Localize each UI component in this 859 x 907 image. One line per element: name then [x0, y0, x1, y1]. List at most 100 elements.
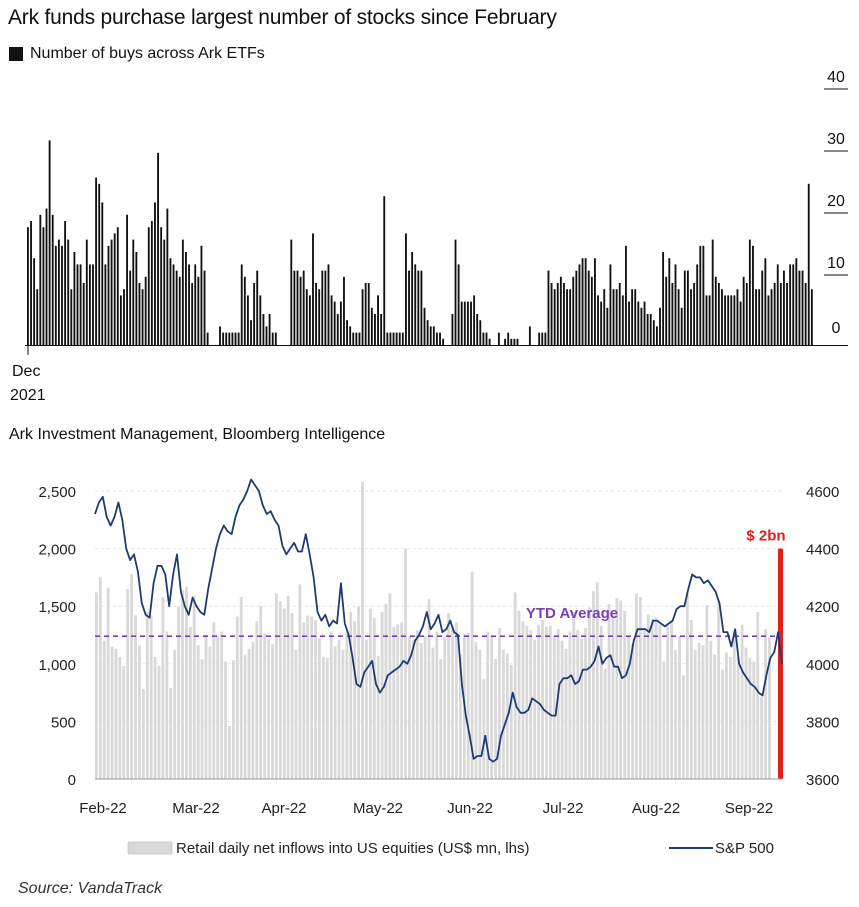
- chart2-bar: [220, 631, 224, 779]
- chart1-bar: [203, 270, 206, 345]
- chart1-bar: [377, 295, 379, 345]
- chart1-bar: [677, 289, 680, 345]
- chart1-bar: [219, 326, 221, 345]
- chart1-legend: Number of buys across Ark ETFs: [9, 45, 265, 63]
- chart2-bar: [98, 577, 102, 779]
- chart2-bar: [267, 638, 271, 779]
- chart1-bar: [699, 245, 702, 345]
- chart1-bar: [696, 264, 699, 345]
- chart1-bar: [423, 307, 426, 345]
- chart2-bar: [408, 636, 411, 779]
- chart2-xtick-label: Apr-22: [261, 800, 306, 817]
- chart2-bar: [102, 640, 106, 779]
- chart1-bar: [36, 289, 39, 345]
- chart1-bar: [259, 295, 262, 345]
- chart2-bar: [396, 624, 400, 779]
- chart1-bar: [708, 295, 711, 345]
- chart1-bar: [312, 233, 314, 345]
- chart1-legend-label: Number of buys across Ark ETFs: [30, 45, 265, 62]
- chart2-bar: [599, 625, 603, 779]
- chart1-bar: [693, 283, 696, 345]
- chart1-bar: [256, 270, 259, 345]
- chart1-bar: [355, 332, 358, 345]
- chart2-bar: [255, 621, 259, 779]
- chart2-bar: [130, 573, 134, 779]
- chart1-bar: [85, 239, 88, 345]
- chart1-bar: [736, 289, 739, 345]
- chart1-bar: [367, 283, 370, 345]
- chart1-bar: [308, 295, 311, 345]
- chart2-bar: [756, 611, 760, 779]
- chart2-bar: [470, 571, 474, 779]
- chart2-bar: [259, 606, 263, 779]
- chart1-bar: [225, 332, 228, 345]
- chart2-bar: [212, 622, 216, 779]
- chart1-bar: [191, 283, 194, 345]
- chart1-bar: [476, 314, 479, 345]
- chart1-bar: [206, 332, 209, 345]
- chart2-bar: [697, 643, 701, 779]
- chart1-bar: [160, 227, 163, 345]
- chart1-bar: [392, 332, 395, 345]
- chart1-bar: [665, 276, 668, 345]
- chart1-bar: [730, 295, 733, 345]
- chart1-bar: [674, 264, 677, 345]
- chart1-bar: [485, 332, 488, 345]
- chart1-bar: [64, 221, 67, 345]
- chart1-bar: [541, 332, 544, 345]
- chart2-bar: [423, 636, 427, 779]
- chart2-bar: [717, 600, 721, 779]
- chart1-bar: [717, 283, 720, 345]
- chart2-bar: [177, 606, 180, 779]
- chart1-bar: [346, 320, 348, 345]
- chart2-ytick-right: 4000: [806, 657, 839, 674]
- chart1-bar: [194, 264, 197, 345]
- chart1-bar: [414, 264, 417, 345]
- chart2-xtick-label: Jul-22: [543, 800, 584, 817]
- chart1-bar: [175, 270, 178, 345]
- chart1-bar: [383, 196, 386, 345]
- chart2-bar: [337, 639, 341, 779]
- chart2-bar: [181, 590, 184, 779]
- chart2-bar: [141, 689, 145, 779]
- chart2-bar: [325, 658, 329, 779]
- chart1-bar: [401, 332, 404, 345]
- chart1-bar: [336, 314, 339, 345]
- chart1-bar: [246, 295, 249, 345]
- chart1-bar: [358, 332, 361, 345]
- chart1-bar: [48, 140, 51, 345]
- chart1-bar: [386, 332, 389, 345]
- chart2-bar: [584, 628, 587, 779]
- chart1-bar: [185, 252, 187, 345]
- chart2-bar: [372, 617, 376, 779]
- chart1-bar: [621, 295, 624, 345]
- chart2-bar: [591, 591, 595, 779]
- chart1-bar: [299, 276, 302, 345]
- chart2-legend-bar-label: Retail daily net inflows into US equitie…: [176, 840, 529, 857]
- chart1-bar: [745, 283, 748, 345]
- chart1-bar: [457, 264, 460, 345]
- chart1-bar: [795, 258, 798, 345]
- chart2-bar: [721, 669, 724, 779]
- chart2-bar: [458, 654, 462, 779]
- chart1-bar: [30, 221, 32, 345]
- chart1-bar: [758, 289, 761, 345]
- chart2-bar: [478, 649, 482, 779]
- chart2-bar: [447, 613, 451, 779]
- chart2-bar: [701, 645, 705, 779]
- chart1-bar: [798, 270, 801, 345]
- chart1-bar: [482, 332, 485, 345]
- chart1-bar: [538, 332, 541, 345]
- chart2-bar: [595, 582, 599, 779]
- chart1-bar: [739, 301, 742, 345]
- chart1-bar: [181, 239, 184, 345]
- chart2-bar: [275, 593, 278, 779]
- chart2-bar: [611, 615, 615, 779]
- chart1-bar: [101, 202, 104, 345]
- chart2-bar: [740, 624, 744, 779]
- chart2-bar: [619, 600, 623, 779]
- chart1-bar: [349, 326, 352, 345]
- chart2-bar: [728, 656, 732, 779]
- chart2-bar: [752, 661, 756, 779]
- chart1-bar: [432, 326, 435, 345]
